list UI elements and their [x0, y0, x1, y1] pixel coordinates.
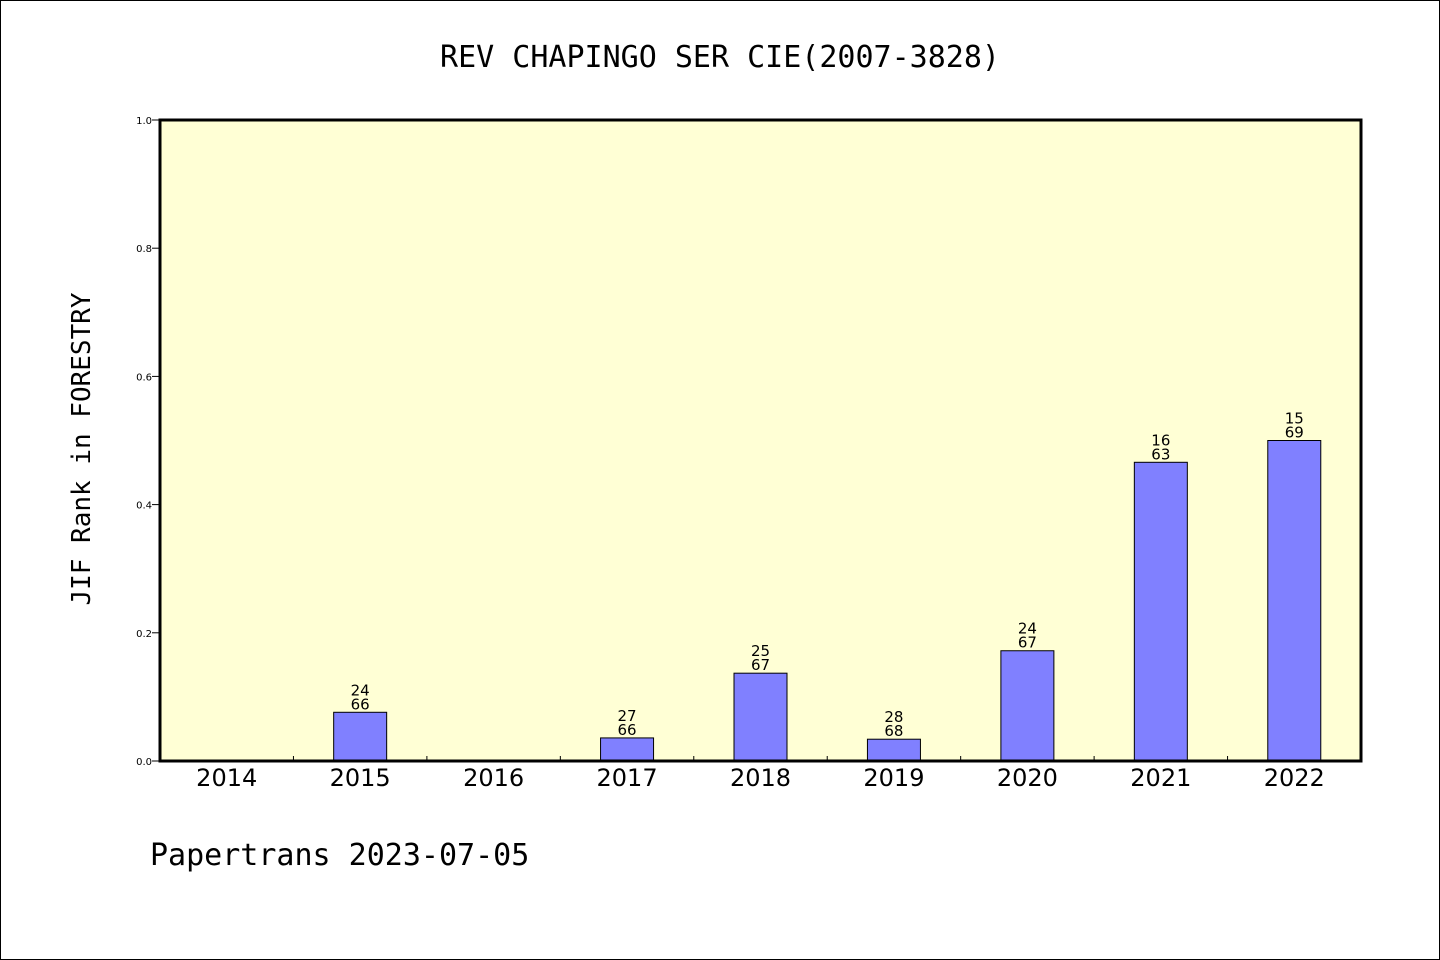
- y-ticks-group: 0.0 0.2 0.4 0.6 0.8 1.0: [136, 116, 160, 768]
- y-axis-label: JIF Rank in FORESTRY: [67, 292, 97, 605]
- bar-label-total: 69: [1285, 424, 1304, 442]
- x-tick-label: 2014: [196, 764, 257, 792]
- bar-label-total: 67: [1018, 634, 1037, 652]
- y-tick-label: 0.4: [136, 501, 152, 512]
- bar-2020: [1000, 650, 1055, 762]
- bar-2022: [1267, 440, 1322, 762]
- bar-label-total: 66: [351, 695, 370, 713]
- x-tick-label: 2022: [1264, 764, 1325, 792]
- bar-label-rank: 28: [884, 708, 903, 726]
- x-tick-label: 2017: [597, 764, 658, 792]
- x-tick-label: 2016: [463, 764, 524, 792]
- x-ticks-group: 2014 2015 2016 2017 2018 2019 2020 2021 2022: [196, 756, 1325, 792]
- bar-label-rank: 16: [1151, 431, 1170, 449]
- y-tick-label: 1.0: [136, 116, 152, 127]
- bar-label-total: 66: [618, 721, 637, 739]
- x-tick-label: 2019: [863, 764, 924, 792]
- bar-2019: [866, 738, 921, 762]
- bar-label-total: 68: [884, 722, 903, 740]
- plot-border: [158, 118, 1363, 763]
- bar-2017: [600, 737, 655, 762]
- bar-label-rank: 27: [618, 707, 637, 725]
- bar-label-rank: 15: [1285, 410, 1304, 428]
- bar-2018: [733, 672, 788, 762]
- x-tick-label: 2015: [330, 764, 391, 792]
- bar-label-total: 63: [1151, 445, 1170, 463]
- bar-label-rank: 24: [1018, 620, 1037, 638]
- y-tick-label: 0.2: [136, 629, 152, 640]
- x-tick-label: 2018: [730, 764, 791, 792]
- x-tick-label: 2021: [1130, 764, 1191, 792]
- bar-label-rank: 24: [351, 681, 370, 699]
- bar-label-rank: 25: [751, 642, 770, 660]
- y-tick-label: 0.0: [136, 757, 152, 768]
- x-tick-label: 2020: [997, 764, 1058, 792]
- chart-title: REV CHAPINGO SER CIE(2007-3828): [440, 40, 1000, 75]
- footer-text: Papertrans 2023-07-05: [150, 838, 529, 873]
- bar-label-total: 67: [751, 656, 770, 674]
- bar-2015: [333, 711, 388, 762]
- y-tick-label: 0.6: [136, 372, 152, 383]
- bar-2021: [1133, 461, 1188, 762]
- y-tick-label: 0.8: [136, 244, 152, 255]
